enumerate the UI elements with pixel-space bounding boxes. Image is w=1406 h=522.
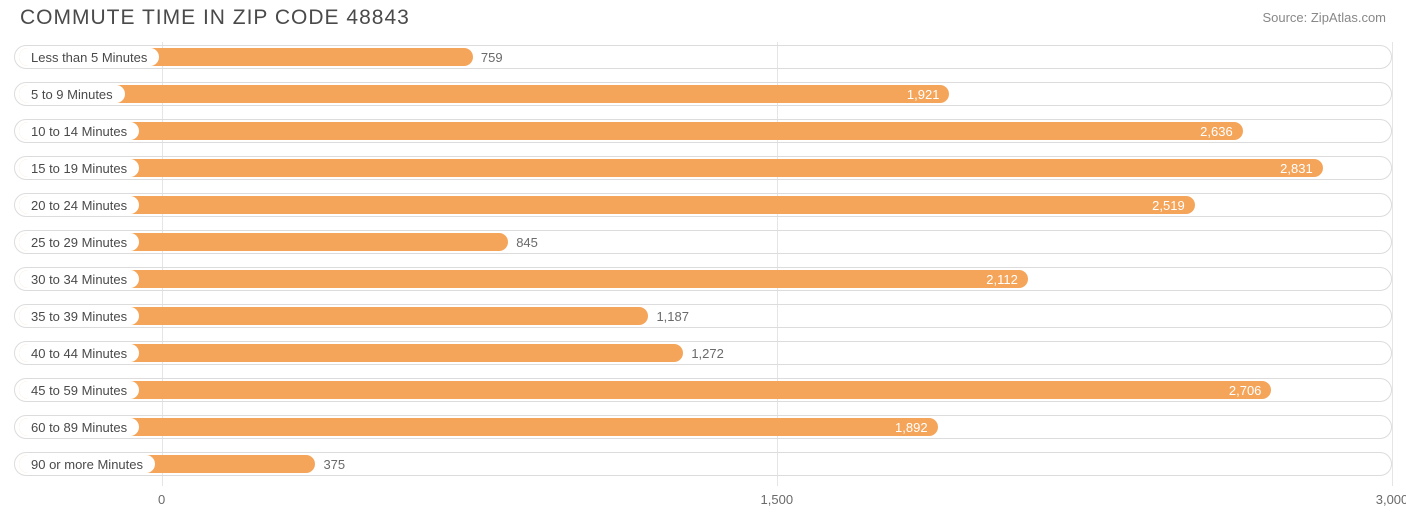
bar-row: 1,892 60 to 89 Minutes (14, 412, 1392, 442)
bar-label-pill: 30 to 34 Minutes (19, 270, 139, 288)
bar-row: 2,706 45 to 59 Minutes (14, 375, 1392, 405)
bar-row: 1,187 35 to 39 Minutes (14, 301, 1392, 331)
bar-label-pill: 60 to 89 Minutes (19, 418, 139, 436)
bar-label-pill: 20 to 24 Minutes (19, 196, 139, 214)
bar-value: 2,706 (1229, 383, 1262, 398)
bar-value: 2,636 (1200, 124, 1233, 139)
bar-label: 40 to 44 Minutes (31, 346, 127, 361)
bar-value: 375 (315, 449, 345, 479)
bar-row: 845 25 to 29 Minutes (14, 227, 1392, 257)
gridline (1392, 42, 1393, 486)
bar-fill: 1,892 (19, 418, 938, 436)
chart-area: 759 Less than 5 Minutes 1,921 5 to 9 Minute… (0, 34, 1406, 516)
bar-label: 10 to 14 Minutes (31, 124, 127, 139)
bar-label-pill: Less than 5 Minutes (19, 48, 159, 66)
bar-label-pill: 5 to 9 Minutes (19, 85, 125, 103)
bar-label: 30 to 34 Minutes (31, 272, 127, 287)
bar-row: 375 90 or more Minutes (14, 449, 1392, 479)
bar-label-pill: 90 or more Minutes (19, 455, 155, 473)
bar-fill: 2,706 (19, 381, 1271, 399)
bar-row: 2,519 20 to 24 Minutes (14, 190, 1392, 220)
bar-label: 45 to 59 Minutes (31, 383, 127, 398)
x-axis-label: 3,000 (1376, 492, 1406, 507)
bar-row: 2,831 15 to 19 Minutes (14, 153, 1392, 183)
bar-value: 2,112 (986, 272, 1018, 287)
bar-label: 15 to 19 Minutes (31, 161, 127, 176)
bar-label: Less than 5 Minutes (31, 50, 147, 65)
bar-row: 759 Less than 5 Minutes (14, 42, 1392, 72)
bar-label-pill: 10 to 14 Minutes (19, 122, 139, 140)
bar-label: 25 to 29 Minutes (31, 235, 127, 250)
bar-label-pill: 15 to 19 Minutes (19, 159, 139, 177)
bar-label: 90 or more Minutes (31, 457, 143, 472)
bar-value: 1,187 (648, 301, 689, 331)
bar-fill: 2,636 (19, 122, 1243, 140)
bar-row: 2,636 10 to 14 Minutes (14, 116, 1392, 146)
bar-label: 60 to 89 Minutes (31, 420, 127, 435)
bar-label-pill: 25 to 29 Minutes (19, 233, 139, 251)
bar-label-pill: 35 to 39 Minutes (19, 307, 139, 325)
bar-fill: 2,831 (19, 159, 1323, 177)
bar-value: 2,519 (1152, 198, 1185, 213)
bar-fill: 2,519 (19, 196, 1195, 214)
bar-value: 845 (508, 227, 538, 257)
x-axis-label: 0 (158, 492, 165, 507)
bar-row: 1,272 40 to 44 Minutes (14, 338, 1392, 368)
chart-title: COMMUTE TIME IN ZIP CODE 48843 (20, 6, 410, 30)
bar-rows: 759 Less than 5 Minutes 1,921 5 to 9 Minute… (14, 42, 1392, 486)
x-axis: 01,5003,000 (14, 486, 1392, 516)
bar-value: 2,831 (1280, 161, 1313, 176)
bar-label: 35 to 39 Minutes (31, 309, 127, 324)
chart-source: Source: ZipAtlas.com (1262, 6, 1386, 25)
bar-value: 759 (473, 42, 503, 72)
x-axis-label: 1,500 (761, 492, 794, 507)
bar-row: 1,921 5 to 9 Minutes (14, 79, 1392, 109)
bar-row: 2,112 30 to 34 Minutes (14, 264, 1392, 294)
bar-label-pill: 45 to 59 Minutes (19, 381, 139, 399)
bar-fill: 1,921 (19, 85, 949, 103)
bar-fill: 2,112 (19, 270, 1028, 288)
bar-label: 20 to 24 Minutes (31, 198, 127, 213)
bar-value: 1,921 (907, 87, 940, 102)
bar-label: 5 to 9 Minutes (31, 87, 113, 102)
chart-header: COMMUTE TIME IN ZIP CODE 48843 Source: Z… (0, 0, 1406, 34)
bar-value: 1,892 (895, 420, 928, 435)
bar-label-pill: 40 to 44 Minutes (19, 344, 139, 362)
bar-value: 1,272 (683, 338, 724, 368)
